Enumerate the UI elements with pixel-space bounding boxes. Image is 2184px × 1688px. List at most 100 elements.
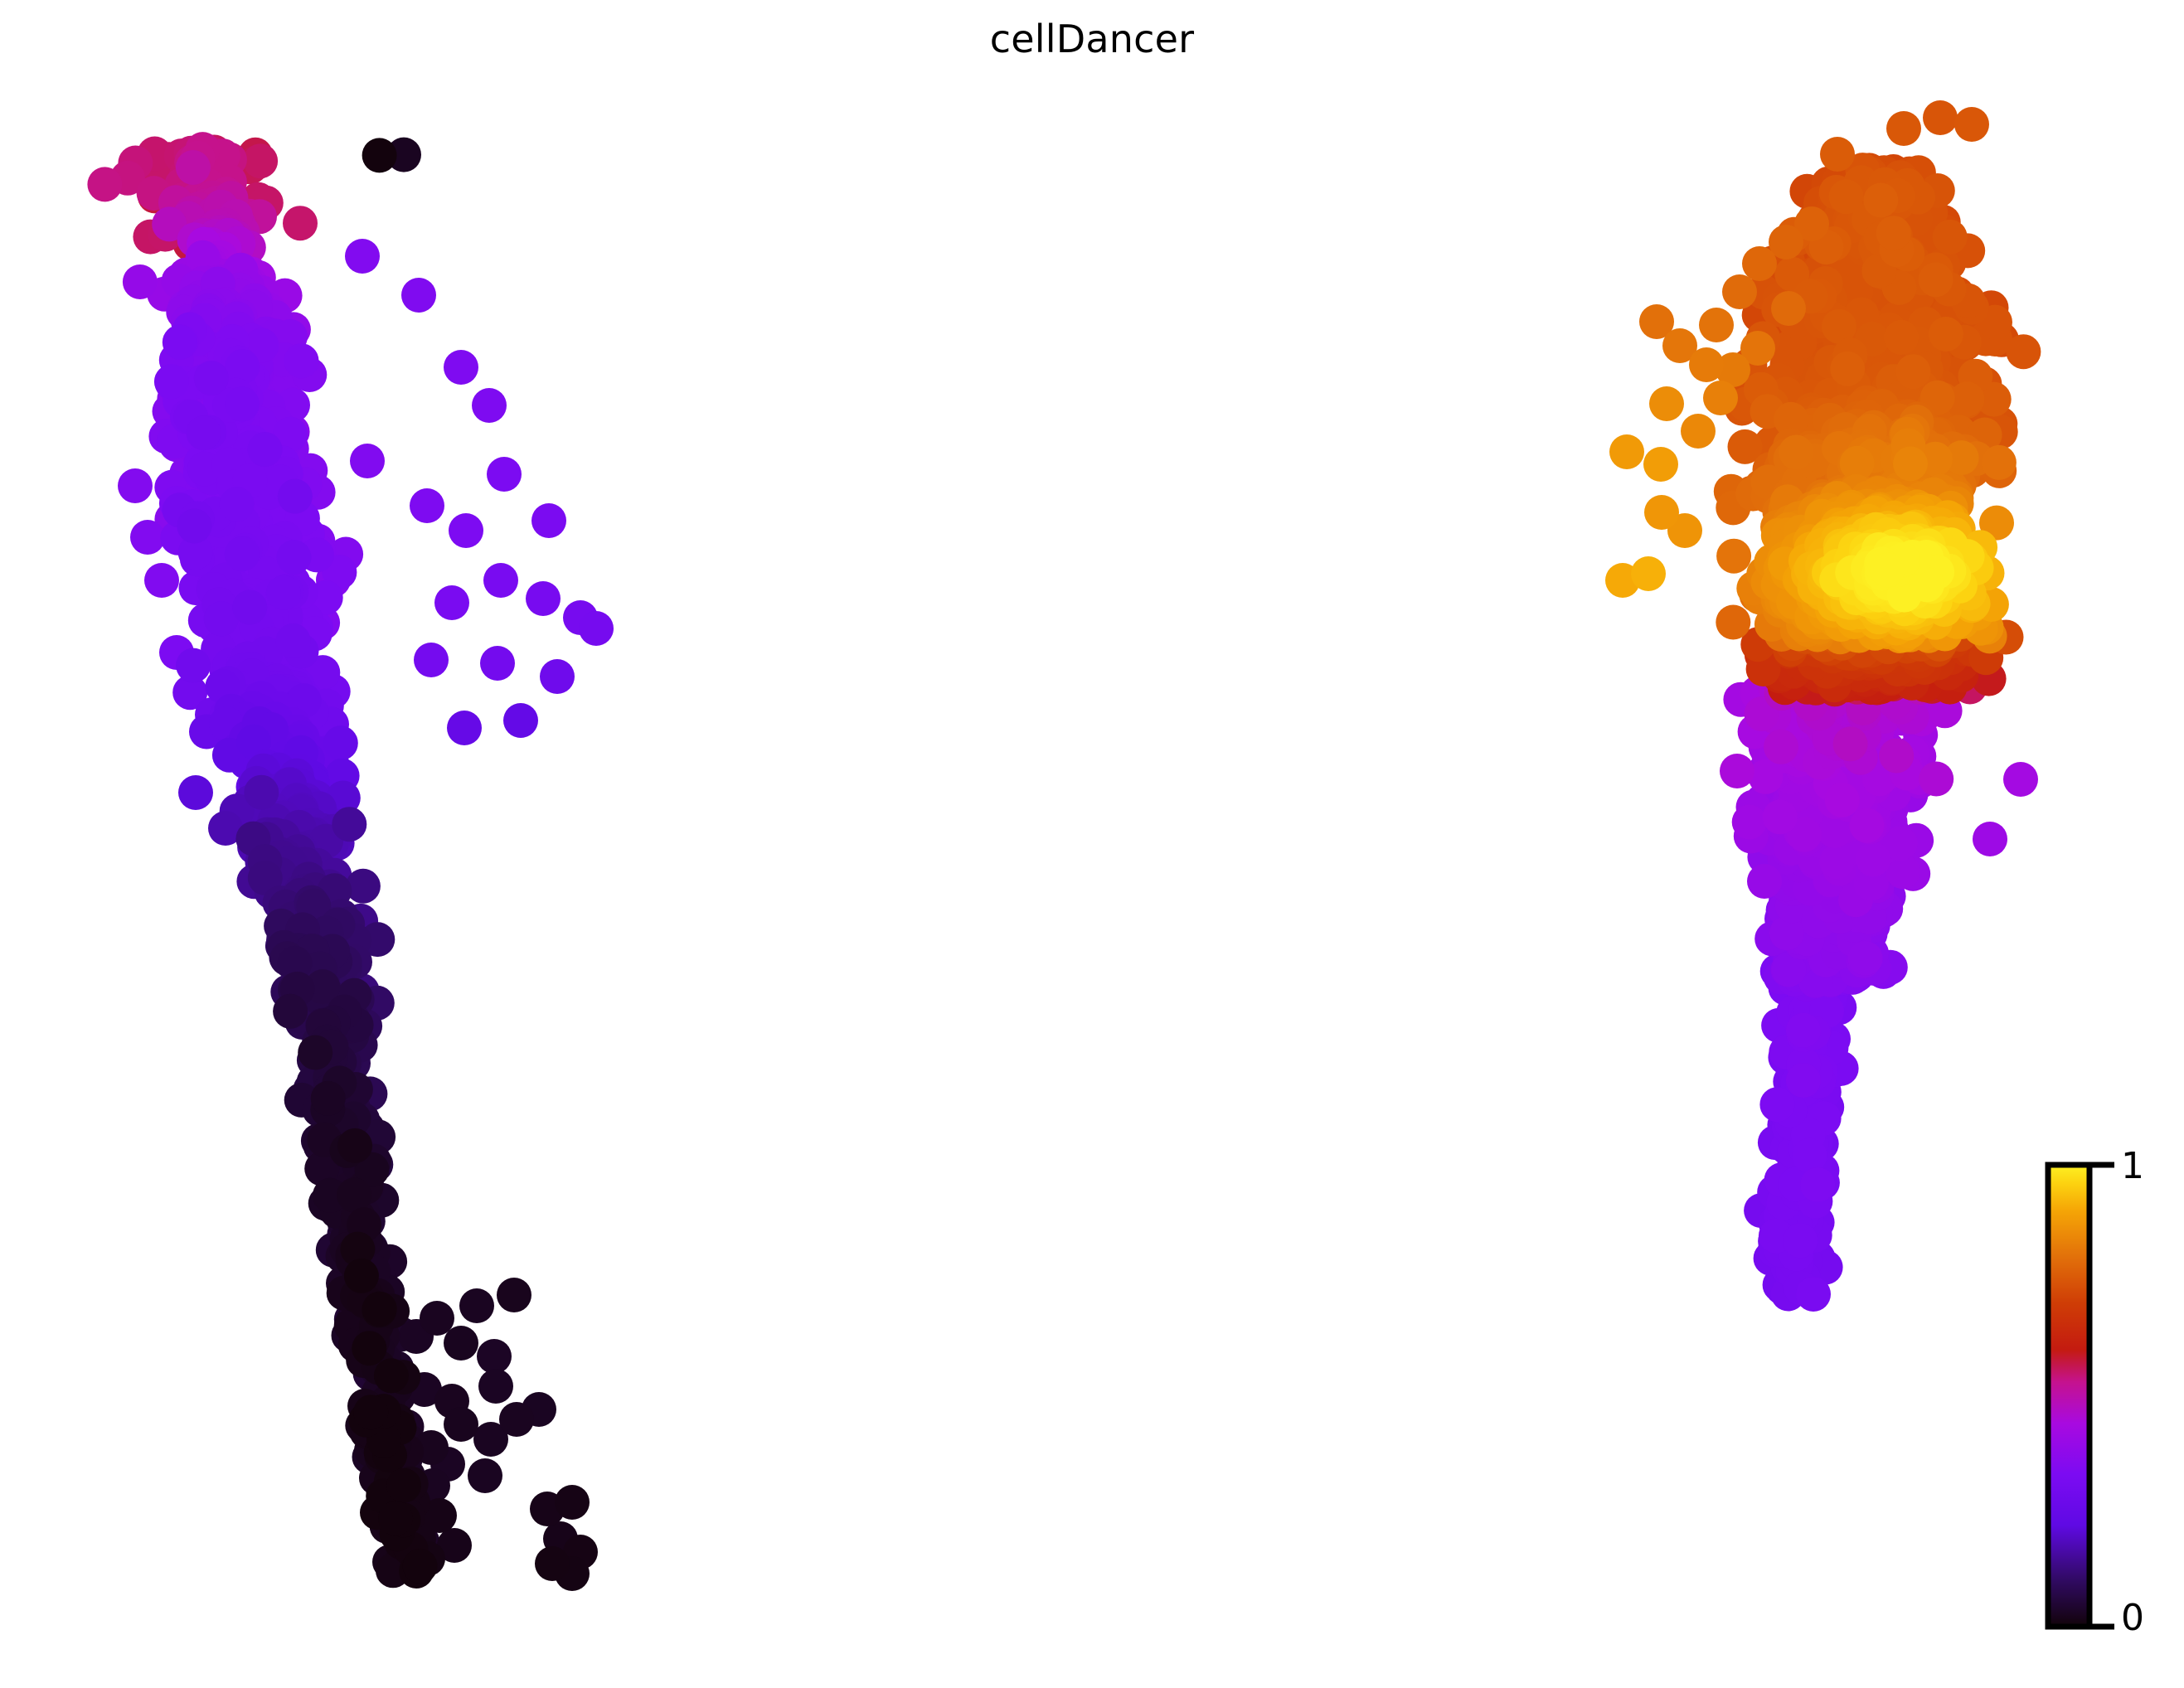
scatter-point <box>378 1501 414 1536</box>
scatter-point <box>1716 538 1752 574</box>
left-embedding-panel[interactable] <box>0 0 746 1688</box>
scatter-point <box>225 349 260 385</box>
scatter-point <box>162 324 197 360</box>
scatter-point <box>345 868 381 904</box>
scatter-point <box>172 675 208 711</box>
scatter-point <box>555 1485 590 1520</box>
scatter-point <box>459 1288 494 1323</box>
scatter-point <box>1820 137 1855 172</box>
scatter-point <box>1703 381 1738 415</box>
scatter-point <box>1910 567 1944 603</box>
scatter-point <box>1796 1277 1831 1312</box>
scatter-point <box>1893 446 1928 482</box>
scatter-point <box>1792 1137 1827 1173</box>
scatter-point <box>1699 308 1734 342</box>
scatter-point <box>305 969 341 1005</box>
scatter-point <box>401 278 436 313</box>
scatter-point <box>473 1422 508 1457</box>
scatter-point <box>277 478 313 514</box>
scatter-point <box>1863 182 1899 218</box>
scatter-point <box>178 775 213 810</box>
scatter-point <box>1731 804 1767 840</box>
scatter-point <box>497 1278 531 1312</box>
scatter-point <box>2003 762 2038 797</box>
scatter-point <box>176 648 211 683</box>
scatter-point <box>1949 381 1985 417</box>
scatter-point <box>540 659 575 694</box>
colorbar-label-min: 0 <box>2121 1597 2144 1639</box>
scatter-point <box>1747 864 1782 899</box>
scatter-point <box>1822 308 1856 344</box>
scatter-point <box>122 264 158 299</box>
scatter-point <box>526 581 561 616</box>
scatter-point <box>283 206 318 241</box>
scatter-point <box>1817 813 1852 849</box>
scatter-point <box>208 811 243 846</box>
scatter-point <box>1771 952 1807 987</box>
scatter-point <box>310 1080 346 1116</box>
scatter-point <box>1785 1063 1821 1099</box>
scatter-point <box>1643 447 1678 482</box>
scatter-point <box>152 206 187 242</box>
scatter-point <box>1681 414 1716 449</box>
left-scatter-svg <box>87 132 614 1591</box>
scatter-point <box>1787 817 1822 852</box>
scatter-point <box>323 725 358 761</box>
scatter-point <box>414 643 449 677</box>
scatter-point <box>373 1358 409 1394</box>
scatter-point <box>1870 552 1905 588</box>
scatter-point <box>276 540 312 575</box>
scatter-point <box>447 711 482 745</box>
colorbar-outline <box>2045 1162 2093 1630</box>
scatter-point <box>483 563 518 598</box>
scatter-point <box>243 143 279 179</box>
scatter-point <box>1716 352 1750 387</box>
right-embedding-panel[interactable] <box>1534 0 2114 1688</box>
scatter-point <box>1649 386 1684 421</box>
scatter-point <box>535 1546 570 1581</box>
scatter-point <box>1824 782 1860 817</box>
scatter-point <box>1689 347 1724 382</box>
scatter-point <box>313 1177 347 1213</box>
scatter-point <box>1644 495 1679 530</box>
right-scatter-svg <box>1605 100 2041 1312</box>
scatter-point <box>203 601 239 637</box>
scatter-point <box>579 611 614 646</box>
scatter-point <box>275 623 311 658</box>
scatter-point <box>472 388 507 423</box>
scatter-point <box>337 1128 373 1163</box>
scatter-point <box>1849 808 1885 843</box>
scatter-point <box>350 444 385 478</box>
scatter-point <box>130 520 165 555</box>
scatter-point <box>345 239 380 274</box>
scatter-point <box>1742 246 1777 281</box>
scatter-point <box>177 508 212 544</box>
colorbar[interactable]: 1 0 <box>2038 1148 2184 1646</box>
scatter-point <box>1748 759 1784 794</box>
scatter-point <box>1856 842 1891 877</box>
scatter-point <box>1764 729 1798 764</box>
scatter-point <box>1944 440 1979 476</box>
scatter-point <box>1979 505 2014 541</box>
scatter-point <box>1879 738 1915 774</box>
scatter-point <box>1783 1223 1818 1259</box>
scatter-point <box>468 1458 502 1493</box>
scatter-point <box>1981 444 2017 480</box>
scatter-point <box>1800 1167 1836 1202</box>
colorbar-gradient <box>2045 1162 2114 1630</box>
scatter-point <box>1832 726 1868 762</box>
scatter-point <box>1882 826 1918 861</box>
scatter-point <box>1631 556 1666 591</box>
scatter-point <box>1884 319 1919 355</box>
scatter-point <box>340 1231 376 1267</box>
scatter-point <box>1886 854 1920 890</box>
scatter-point <box>1954 107 1989 142</box>
scatter-point <box>478 1369 513 1404</box>
scatter-point <box>1662 328 1697 363</box>
scatter-point <box>1895 354 1931 390</box>
scatter-point <box>362 1291 397 1327</box>
scatter-point <box>186 415 221 451</box>
scatter-point <box>1769 225 1803 260</box>
scatter-point <box>193 361 229 396</box>
